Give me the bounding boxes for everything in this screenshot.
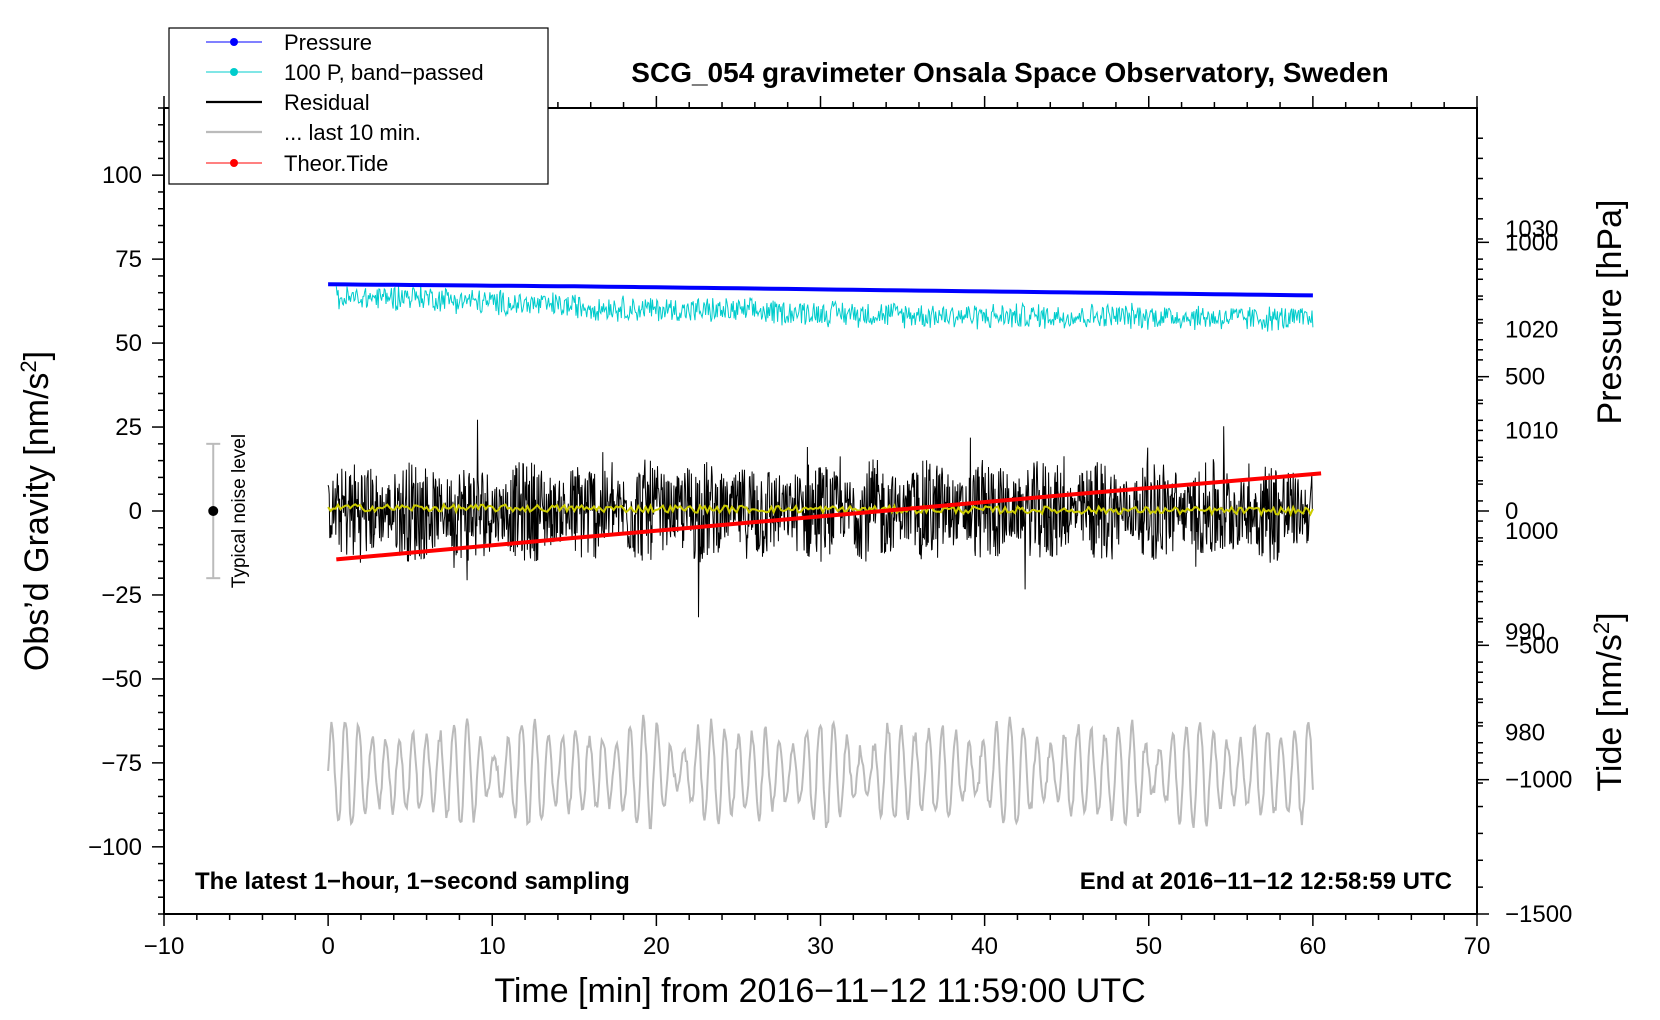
tide-tick-label: −1000 [1505, 767, 1572, 794]
y-tick-label: 0 [129, 498, 142, 525]
y-tick-label: 50 [115, 330, 142, 357]
y-axis-title-pressure: Pressure [hPa] [1591, 200, 1629, 425]
series-residual [327, 419, 1314, 618]
x-axis-title: Time [min] from 2016−11−12 11:59:00 UTC [494, 972, 1145, 1010]
y-tick-label: 100 [102, 162, 142, 189]
legend-entry: Theor.Tide [206, 151, 388, 176]
x-tick-label: 50 [1135, 933, 1162, 960]
series-layer [327, 282, 1322, 830]
legend-label: Theor.Tide [284, 151, 388, 176]
legend: Pressure 100 P, band−passed Residual ... la… [168, 27, 549, 185]
legend-label: Pressure [284, 30, 372, 55]
ticks-layer: −10 0 10 20 30 40 50 60 701007550250−25−50−75−10… [88, 96, 1572, 960]
pressure-tick-label: 1010 [1505, 417, 1558, 444]
x-tick-label: 10 [479, 933, 506, 960]
y-tick-label: −100 [88, 834, 142, 861]
pressure-tick-label: 1020 [1505, 317, 1558, 344]
x-tick-label: 0 [321, 933, 334, 960]
tide-tick-label: 500 [1505, 364, 1545, 391]
pressure-tick-label: 990 [1505, 619, 1545, 646]
legend-marker [230, 159, 238, 167]
y-tick-label: −50 [101, 666, 142, 693]
series-band-passed-pressure [335, 284, 1314, 332]
y-axis-title-gravity: Obs’d Gravity [nm/s2] [16, 351, 56, 671]
tide-tick-label: −500 [1505, 632, 1559, 659]
legend-label: 100 P, band−passed [284, 60, 484, 85]
x-tick-label: 20 [643, 933, 670, 960]
y-tick-label: 75 [115, 246, 142, 273]
y-tick-label: −75 [101, 750, 142, 777]
x-tick-label: 30 [807, 933, 834, 960]
noise-center-dot [208, 506, 219, 516]
legend-entry: Residual [206, 90, 370, 115]
y-tick-label: 25 [115, 414, 142, 441]
series-theoretical-tide [336, 471, 1322, 562]
annotation-bottom-right: End at 2016−11−12 12:58:59 UTC [1080, 868, 1452, 895]
y-axis-title-tide: Tide [nm/s2] [1589, 612, 1629, 791]
noise-indicator: Typical noise level [206, 434, 250, 588]
legend-label: Residual [284, 90, 370, 115]
series-pressure [328, 282, 1313, 298]
y-tick-label: −25 [101, 582, 142, 609]
annotation-bottom-left: The latest 1−hour, 1−second sampling [195, 868, 630, 895]
legend-box [168, 27, 549, 185]
x-tick-label: −10 [144, 933, 185, 960]
legend-marker [230, 38, 238, 46]
x-tick-label: 70 [1464, 933, 1491, 960]
tide-tick-label: 1000 [1505, 229, 1558, 256]
tide-tick-label: −1500 [1505, 901, 1572, 928]
series-smoothed-residual [327, 502, 1314, 518]
pressure-tick-label: 1030 [1505, 216, 1558, 243]
chart-title: SCG_054 gravimeter Onsala Space Observat… [631, 57, 1388, 88]
pressure-tick-label: 980 [1505, 720, 1545, 747]
x-tick-label: 60 [1300, 933, 1327, 960]
series-last-10-min [327, 714, 1314, 830]
tide-tick-label: 0 [1505, 498, 1518, 525]
noise-label: Typical noise level [229, 434, 250, 588]
legend-entry: 100 P, band−passed [206, 60, 484, 85]
pressure-tick-label: 1000 [1505, 518, 1558, 545]
legend-entry: ... last 10 min. [206, 120, 421, 145]
x-tick-label: 40 [971, 933, 998, 960]
legend-marker [230, 68, 238, 76]
legend-label: ... last 10 min. [284, 120, 421, 145]
legend-entry: Pressure [206, 30, 372, 55]
